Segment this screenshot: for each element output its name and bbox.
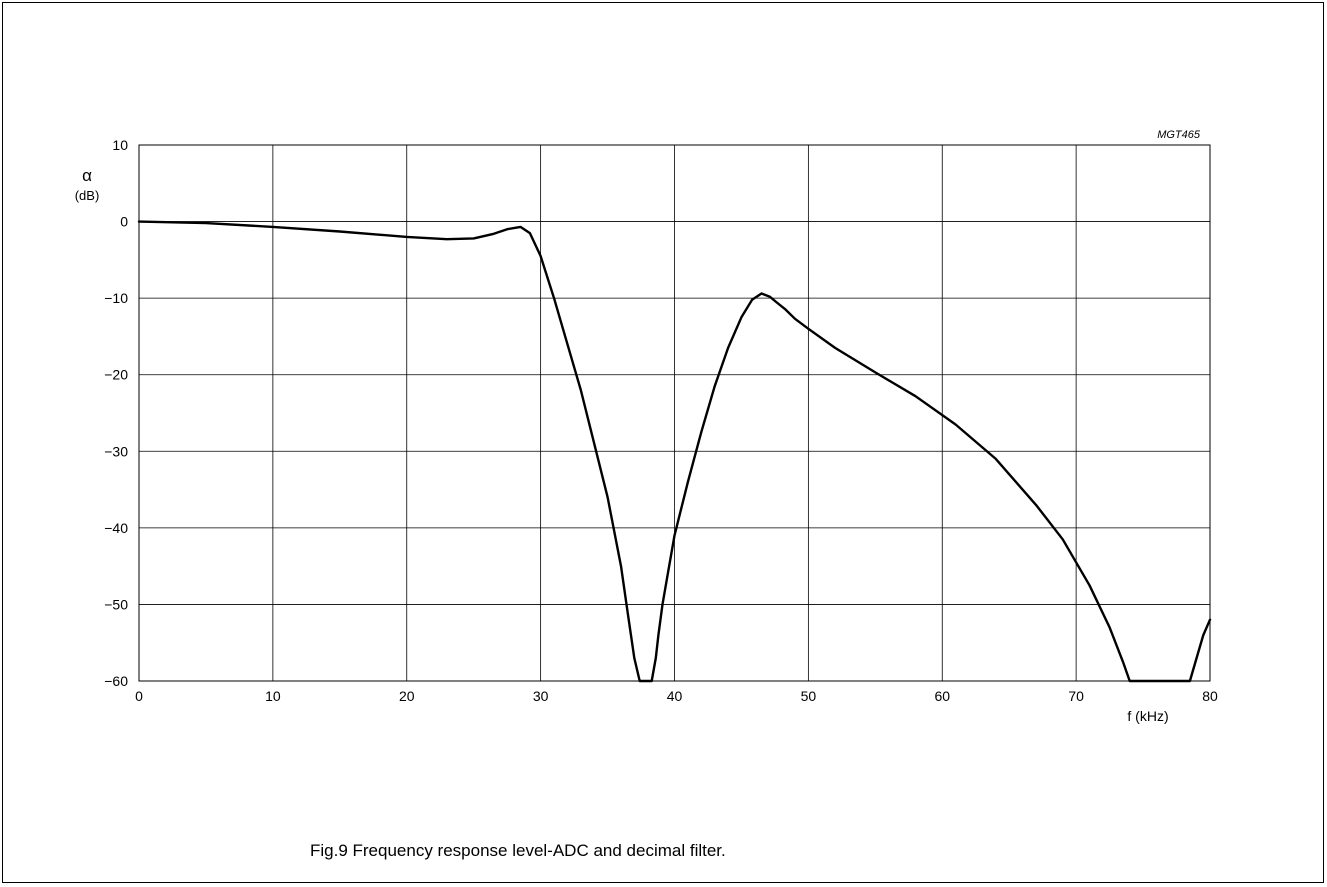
y-tick-label: −60 — [104, 673, 128, 689]
x-tick-label: 20 — [399, 688, 415, 704]
chart-code-label: MGT465 — [1157, 129, 1201, 141]
x-tick-label: 0 — [135, 688, 143, 704]
y-axis-unit: (dB) — [75, 188, 100, 203]
x-tick-label: 80 — [1202, 688, 1218, 704]
figure-caption: Fig.9 Frequency response level-ADC and d… — [310, 841, 726, 860]
x-tick-label: 30 — [533, 688, 549, 704]
x-tick-label: 40 — [667, 688, 683, 704]
response-curve — [137, 220, 1212, 683]
y-tick-label: 0 — [120, 214, 128, 230]
y-tick-label: 10 — [112, 137, 128, 153]
y-axis-symbol: α — [82, 166, 92, 185]
x-tick-label: 10 — [265, 688, 281, 704]
y-tick-label: −20 — [104, 367, 128, 383]
y-tick-label: −30 — [104, 443, 128, 459]
x-axis-label: f (kHz) — [1127, 708, 1168, 724]
x-tick-label: 50 — [801, 688, 817, 704]
x-tick-label: 70 — [1068, 688, 1084, 704]
y-tick-label: −40 — [104, 520, 128, 536]
plot-border — [138, 144, 1211, 682]
x-tick-label: 60 — [934, 688, 950, 704]
tick-labels: 0 10 20 30 40 50 60 70 80 10 0 −10 −20 −30 −40 −50 −60 — [104, 137, 1218, 704]
grid — [138, 144, 1211, 682]
y-tick-label: −10 — [104, 290, 128, 306]
y-tick-label: −50 — [104, 596, 128, 612]
